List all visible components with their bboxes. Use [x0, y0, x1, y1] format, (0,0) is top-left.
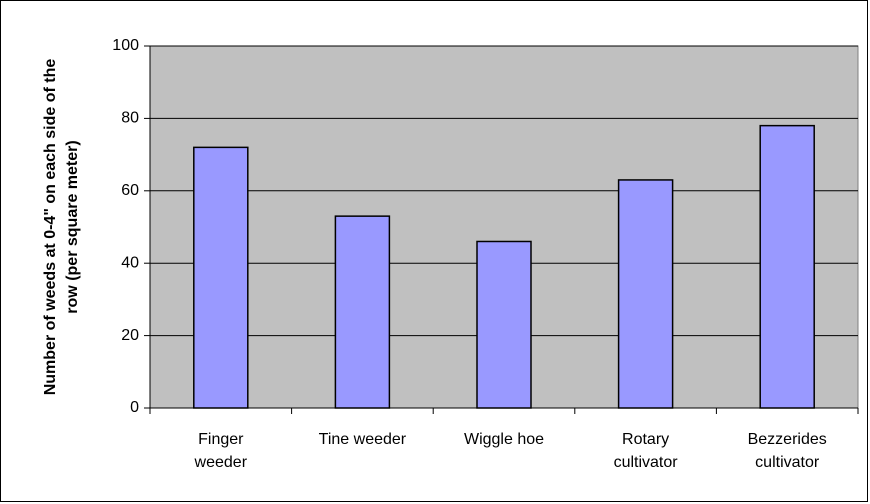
- bar: [193, 146, 249, 409]
- y-tick-label: 40: [121, 254, 139, 271]
- y-tick-label: 0: [130, 399, 139, 416]
- bar: [334, 215, 391, 409]
- y-tick-label: 100: [112, 37, 139, 54]
- x-tick-label: Bezzerides cultivator: [748, 431, 827, 471]
- bar: [759, 124, 815, 409]
- x-tick-label: Rotary cultivator: [614, 431, 679, 471]
- bar: [617, 179, 674, 409]
- y-tick-label: 80: [121, 110, 139, 127]
- y-tick-label: 60: [121, 182, 139, 199]
- x-tick-label: Finger weeder: [194, 431, 248, 471]
- y-axis-title: Number of weeds at 0-4" on each side of …: [42, 59, 81, 396]
- x-tick-label: Tine weeder: [319, 431, 407, 448]
- bar: [476, 240, 532, 409]
- x-tick-label: Wiggle hoe: [464, 431, 544, 448]
- y-tick-label: 20: [121, 327, 139, 344]
